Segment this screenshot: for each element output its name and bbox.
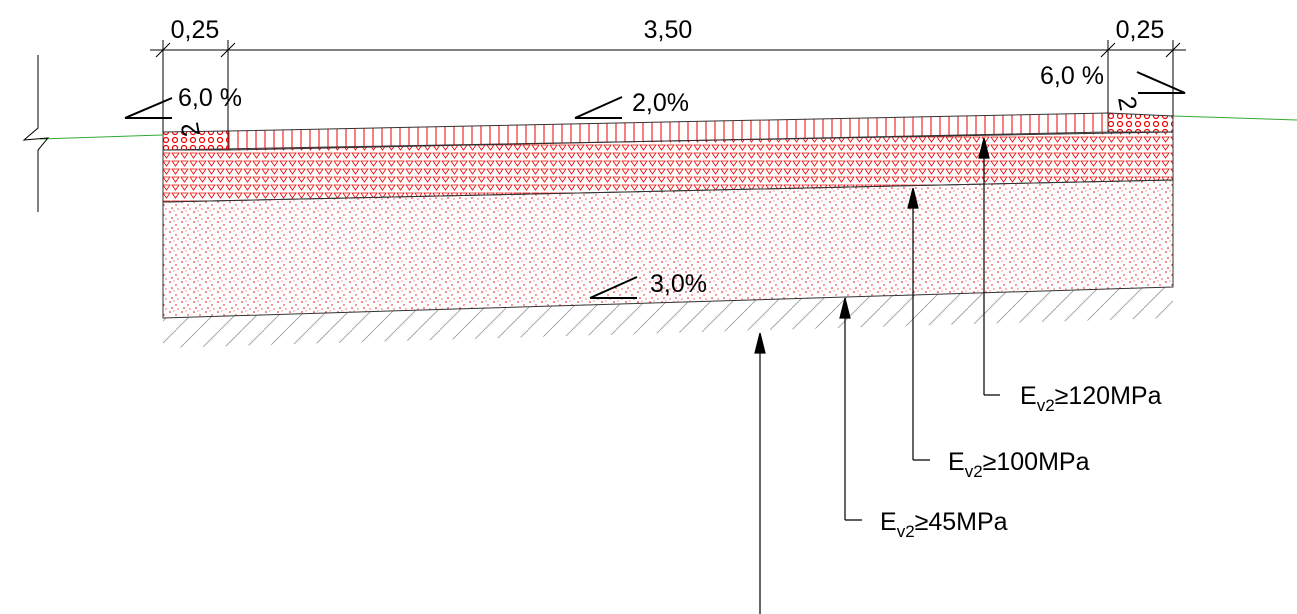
layer-labels: Ev2≥120MPa Ev2≥100MPa Ev2≥45MPa — [880, 382, 1162, 541]
layer-callouts — [754, 137, 1000, 614]
arrowhead — [907, 187, 919, 209]
leader — [844, 315, 862, 521]
right-shoulder — [1107, 112, 1174, 133]
dimension-ticks — [155, 42, 1181, 58]
slope-ratio: 2 — [1112, 94, 1142, 113]
slope-label: 6,0 % — [178, 84, 242, 112]
layers — [162, 112, 1174, 348]
slope-mark — [574, 96, 623, 119]
arrowhead — [754, 332, 766, 354]
dimension-label: 0,25 — [171, 16, 220, 44]
requirement: ≥100MPa — [983, 448, 1090, 476]
slope-mark — [124, 97, 173, 119]
soil-hatch — [163, 287, 1173, 348]
dimension-lines — [150, 40, 1186, 132]
break-line — [22, 55, 50, 212]
leader — [912, 205, 930, 461]
arrowhead — [839, 297, 851, 319]
terrain — [22, 55, 1297, 212]
subscript: v2 — [1037, 396, 1055, 415]
dimension-label: 0,25 — [1116, 16, 1165, 44]
slope-ratio: 2 — [176, 120, 206, 139]
labels: 0,25 3,50 0,25 6,0 % 2,0% 6,0 % 3,0% 2 2 — [171, 16, 1165, 298]
leader — [983, 155, 1000, 396]
slope-mark — [589, 276, 638, 299]
slope-label: 6,0 % — [1040, 62, 1104, 90]
subscript: v2 — [897, 522, 915, 541]
ground-line — [1172, 115, 1297, 121]
extension-lines — [162, 40, 1174, 132]
left-shoulder — [162, 130, 229, 151]
slope-symbols — [124, 71, 1186, 299]
layer-label: Ev2≥100MPa — [948, 448, 1090, 481]
symbol: E — [1020, 382, 1037, 410]
slope-label: 3,0% — [650, 270, 707, 298]
slope-label: 2,0% — [632, 89, 689, 117]
subscript: v2 — [965, 462, 983, 481]
symbol: E — [948, 448, 965, 476]
layer-label: Ev2≥120MPa — [1020, 382, 1162, 415]
requirement: ≥120MPa — [1055, 382, 1162, 410]
requirement: ≥45MPa — [915, 508, 1008, 536]
symbol: E — [880, 508, 897, 536]
dimension-label: 3,50 — [644, 16, 693, 44]
ground-line — [39, 134, 164, 140]
layer-label: Ev2≥45MPa — [880, 508, 1008, 541]
slope-mark — [1136, 71, 1186, 94]
arrowhead — [978, 137, 990, 159]
